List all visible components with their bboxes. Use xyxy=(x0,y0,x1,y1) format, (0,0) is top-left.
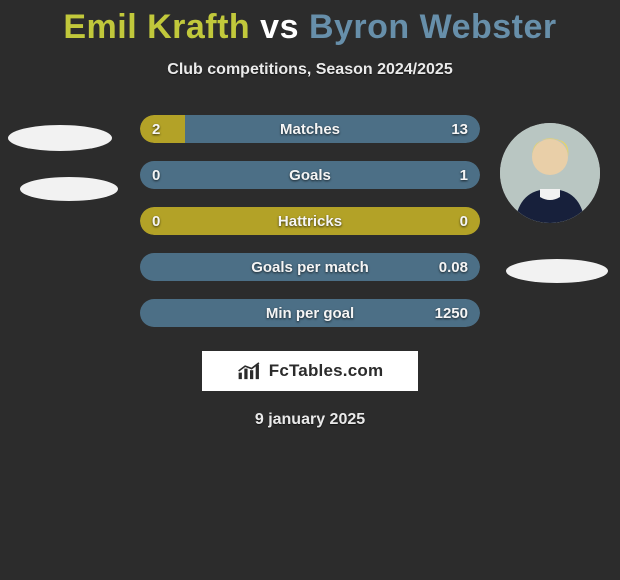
vs-text: vs xyxy=(260,8,299,46)
stat-value-right: 1 xyxy=(460,161,468,189)
stat-row: Min per goal1250 xyxy=(140,299,480,327)
player1-name: Emil Krafth xyxy=(63,8,250,46)
stat-value-right: 13 xyxy=(451,115,468,143)
stat-row: 0Hattricks0 xyxy=(140,207,480,235)
bar-chart-icon xyxy=(237,361,263,381)
stat-row: Goals per match0.08 xyxy=(140,253,480,281)
attribution-brand: FcTables xyxy=(269,361,343,380)
avatar-silhouette-icon xyxy=(500,123,600,223)
placeholder-ellipse xyxy=(20,177,118,201)
stat-row: 0Goals1 xyxy=(140,161,480,189)
stat-label: Goals per match xyxy=(140,253,480,281)
subtitle: Club competitions, Season 2024/2025 xyxy=(0,61,620,79)
comparison-title: Emil Krafth vs Byron Webster xyxy=(0,0,620,47)
stat-row: 2Matches13 xyxy=(140,115,480,143)
stat-value-right: 1250 xyxy=(435,299,468,327)
date-text: 9 january 2025 xyxy=(0,411,620,429)
stat-bars: 2Matches130Goals10Hattricks0Goals per ma… xyxy=(140,115,480,345)
player2-avatar xyxy=(500,123,600,223)
attribution-text: FcTables.com xyxy=(269,361,384,381)
stat-label: Hattricks xyxy=(140,207,480,235)
stat-value-right: 0 xyxy=(460,207,468,235)
placeholder-ellipse xyxy=(8,125,112,151)
stat-label: Matches xyxy=(140,115,480,143)
stat-label: Goals xyxy=(140,161,480,189)
attribution-domain: .com xyxy=(343,361,383,380)
player2-name: Byron Webster xyxy=(309,8,557,46)
stat-label: Min per goal xyxy=(140,299,480,327)
attribution-box: FcTables.com xyxy=(202,351,418,391)
stat-value-right: 0.08 xyxy=(439,253,468,281)
placeholder-ellipse xyxy=(506,259,608,283)
